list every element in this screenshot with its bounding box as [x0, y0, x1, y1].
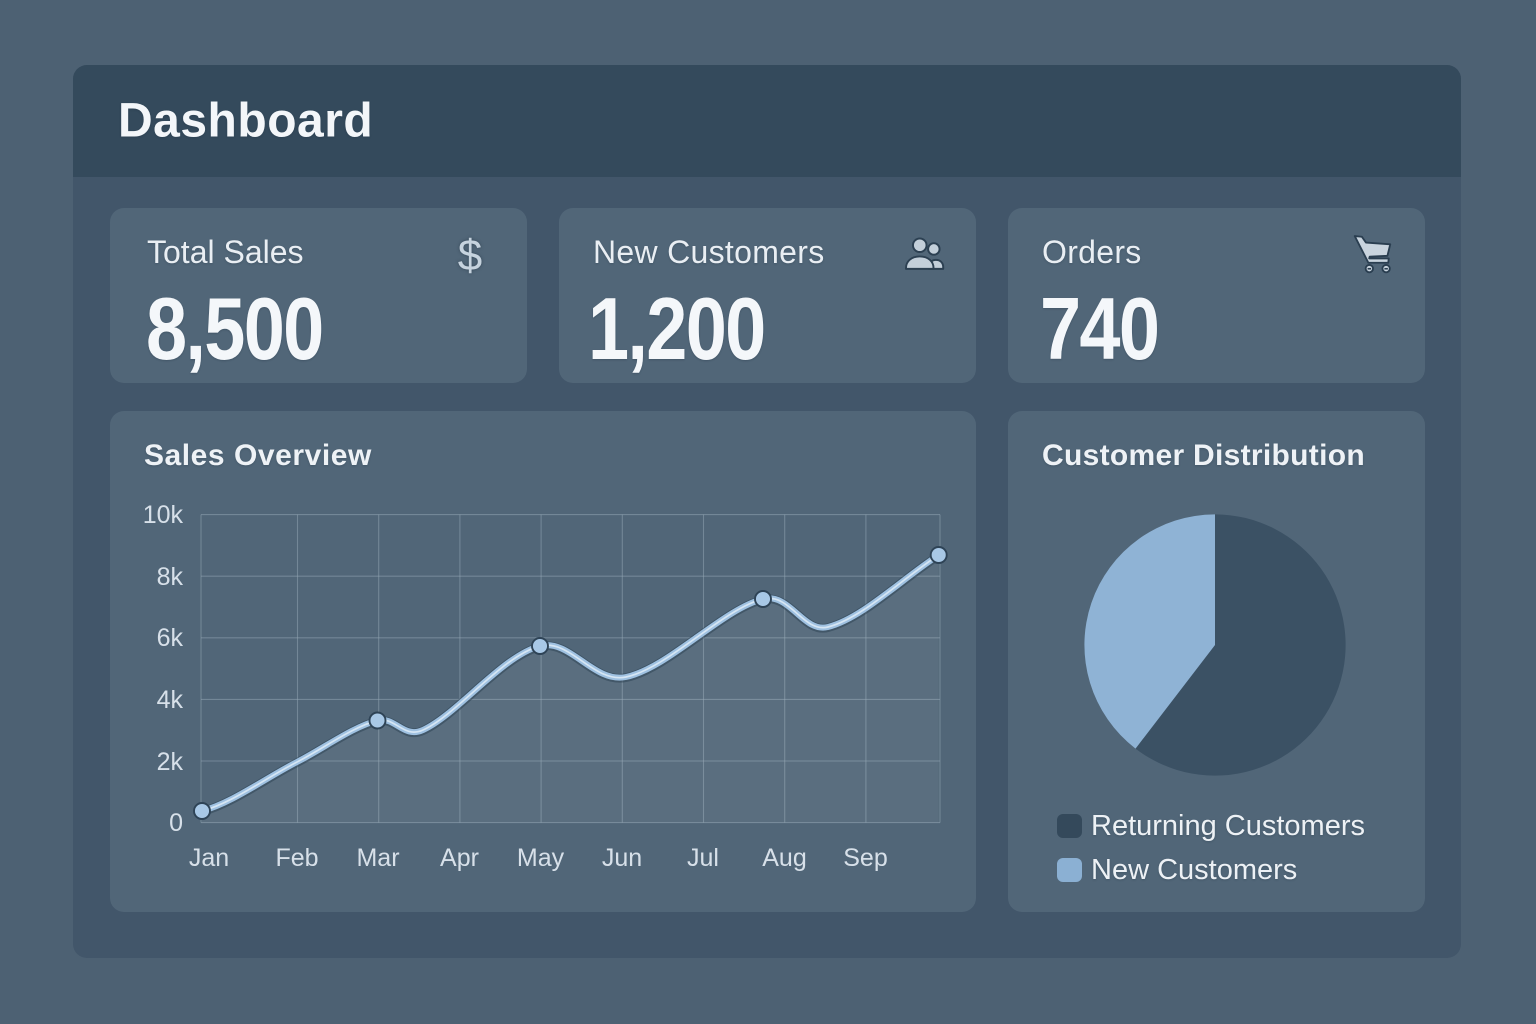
- svg-text:6k: 6k: [157, 624, 184, 652]
- svg-text:Aug: Aug: [762, 844, 806, 872]
- svg-text:0: 0: [169, 809, 183, 837]
- svg-text:Sep: Sep: [843, 844, 887, 872]
- svg-text:8k: 8k: [157, 563, 184, 591]
- svg-text:2k: 2k: [157, 748, 184, 776]
- svg-text:Mar: Mar: [356, 844, 399, 872]
- svg-text:Jan: Jan: [189, 844, 229, 872]
- svg-text:May: May: [517, 844, 565, 872]
- svg-text:4k: 4k: [157, 686, 184, 714]
- svg-text:Apr: Apr: [440, 844, 479, 872]
- svg-text:Feb: Feb: [275, 844, 318, 872]
- svg-text:10k: 10k: [143, 501, 184, 529]
- svg-text:Jun: Jun: [602, 844, 642, 872]
- svg-text:Jul: Jul: [687, 844, 719, 872]
